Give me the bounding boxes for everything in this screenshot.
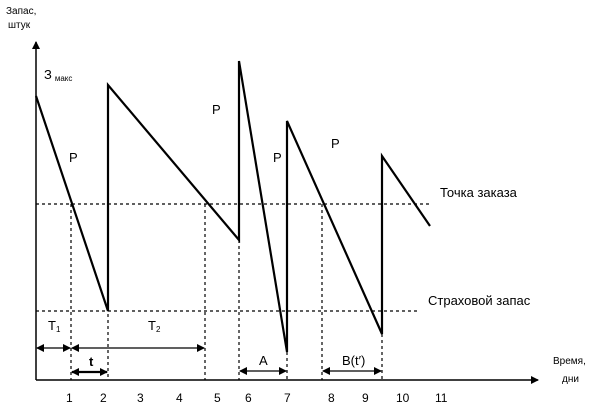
- x-axis-label-line2: дни: [562, 374, 579, 385]
- t2-label: T2: [148, 318, 161, 334]
- x-axis-label-line1: Время,: [553, 356, 586, 367]
- x-tick-4: 4: [176, 391, 183, 405]
- x-tick-2: 2: [100, 391, 107, 405]
- safety-stock-label: Страховой запас: [428, 293, 531, 308]
- x-tick-10: 10: [396, 391, 410, 405]
- t-label: t: [89, 354, 94, 369]
- reorder-point-label: Точка заказа: [440, 185, 518, 200]
- p-marker-2: P: [212, 102, 221, 117]
- y-axis-label-line1: Запас,: [6, 6, 36, 17]
- x-tick-3: 3: [137, 391, 144, 405]
- x-tick-7: 7: [284, 391, 291, 405]
- p-marker-1: P: [69, 150, 78, 165]
- x-tick-8: 8: [328, 391, 335, 405]
- p-marker-3: P: [273, 150, 282, 165]
- b-label: B(t′): [342, 353, 365, 368]
- t1-label: T1: [48, 318, 61, 334]
- p-marker-4: P: [331, 136, 340, 151]
- x-tick-1: 1: [66, 391, 73, 405]
- y-axis-label-line2: штук: [8, 20, 31, 31]
- x-tick-5: 5: [214, 391, 221, 405]
- x-tick-6: 6: [245, 391, 252, 405]
- inventory-line: [34, 60, 431, 353]
- x-tick-9: 9: [362, 391, 369, 405]
- a-label: A: [259, 353, 268, 368]
- x-tick-11: 11: [435, 391, 448, 405]
